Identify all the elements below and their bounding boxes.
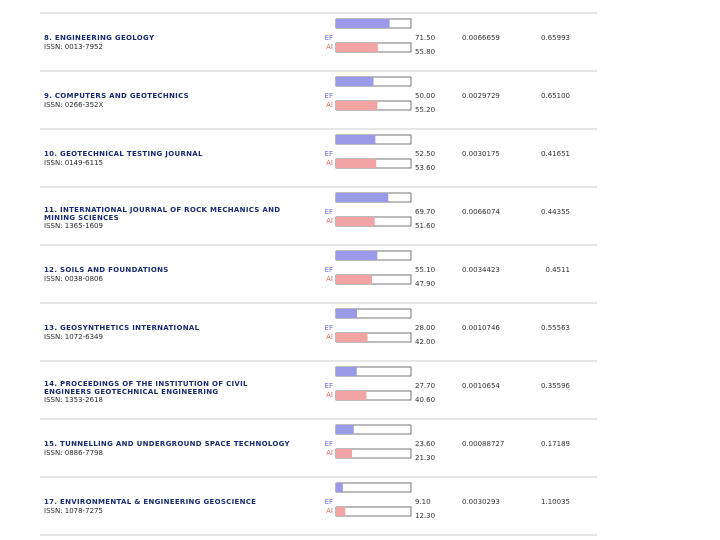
ai-bar — [336, 275, 372, 284]
ef-percentile: 9.10 — [415, 498, 431, 506]
ai-bar — [336, 159, 377, 168]
article-influence-score: 0.55563 — [541, 324, 570, 332]
ai-bar — [336, 449, 352, 458]
journal-title: 17. ENVIRONMENTAL & ENGINEERING GEOSCIEN… — [44, 498, 256, 506]
ef-percentile: 69.70 — [415, 208, 435, 216]
ef-tag: EF — [325, 208, 333, 216]
ai-bar-frame — [335, 506, 412, 517]
ef-percentile: 50.00 — [415, 92, 435, 100]
article-influence-score: 0.65993 — [541, 34, 570, 42]
ef-tag: EF — [325, 498, 333, 506]
eigenfactor-score: 0.0066659 — [462, 34, 500, 42]
eigenfactor-score: 0.0010654 — [462, 382, 500, 390]
ai-percentile: 47.90 — [415, 280, 435, 288]
ef-tag: EF — [325, 440, 333, 448]
ef-percentile: 52.50 — [415, 150, 435, 158]
ef-bar — [336, 77, 374, 86]
ai-percentile: 51.60 — [415, 222, 435, 230]
ai-bar — [336, 217, 375, 226]
ef-bar — [336, 367, 357, 376]
ef-tag: EF — [325, 92, 333, 100]
journal-title: 15. TUNNELLING AND UNDERGROUND SPACE TEC… — [44, 440, 291, 448]
ai-tag: AI — [326, 217, 333, 225]
ai-tag: AI — [326, 507, 333, 515]
article-influence-score: 1.10035 — [541, 498, 570, 506]
ef-bar — [336, 309, 357, 318]
article-influence-score: 0.4511 — [546, 266, 571, 274]
ai-bar — [336, 43, 378, 52]
ai-tag: AI — [326, 275, 333, 283]
ef-bar — [336, 483, 343, 492]
ef-tag: EF — [325, 324, 333, 332]
ef-bar — [336, 135, 376, 144]
journal-issn: ISSN: 0886-7798 — [44, 449, 103, 457]
ef-bar — [336, 19, 390, 28]
ef-percentile: 23.60 — [415, 440, 435, 448]
eigenfactor-score: 0.0010746 — [462, 324, 500, 332]
ai-percentile: 42.00 — [415, 338, 435, 346]
journal-title: 12. SOILS AND FOUNDATIONS — [44, 266, 169, 274]
ef-bar — [336, 193, 389, 202]
article-influence-score: 0.41651 — [541, 150, 570, 158]
ai-percentile: 55.80 — [415, 48, 435, 56]
ef-percentile: 27.70 — [415, 382, 435, 390]
ai-tag: AI — [326, 333, 333, 341]
eigenfactor-score: 0.00088727 — [462, 440, 504, 448]
journal-title: 9. COMPUTERS AND GEOTECHNICS — [44, 92, 189, 100]
journal-issn: ISSN: 0038-0806 — [44, 275, 103, 283]
ai-percentile: 55.20 — [415, 106, 435, 114]
article-influence-score: 0.65100 — [541, 92, 570, 100]
ai-tag: AI — [326, 159, 333, 167]
ef-tag: EF — [325, 266, 333, 274]
ef-percentile: 71.50 — [415, 34, 435, 42]
ai-tag: AI — [326, 101, 333, 109]
article-influence-score: 0.17189 — [541, 440, 570, 448]
journal-title: 13. GEOSYNTHETICS INTERNATIONAL — [44, 324, 200, 332]
journal-title: 14. PROCEEDINGS OF THE INSTITUTION OF CI… — [44, 380, 248, 396]
ai-tag: AI — [326, 43, 333, 51]
journal-issn: ISSN: 1353-2618 — [44, 396, 103, 404]
ef-bar-frame — [335, 482, 412, 493]
journal-title: 10. GEOTECHNICAL TESTING JOURNAL — [44, 150, 203, 158]
ef-bar — [336, 251, 378, 260]
ai-tag: AI — [326, 391, 333, 399]
article-influence-score: 0.35596 — [541, 382, 570, 390]
ai-bar — [336, 507, 346, 516]
ai-bar — [336, 101, 378, 110]
ef-percentile: 55.10 — [415, 266, 435, 274]
ef-tag: EF — [325, 150, 333, 158]
journal-issn: ISSN: 1365-1609 — [44, 222, 103, 230]
ef-percentile: 28.00 — [415, 324, 435, 332]
ef-bar — [336, 425, 354, 434]
journal-title: 8. ENGINEERING GEOLOGY — [44, 34, 155, 42]
journal-issn: ISSN: 0266-352X — [44, 101, 103, 109]
ai-bar — [336, 333, 368, 342]
eigenfactor-score: 0.0030175 — [462, 150, 500, 158]
eigenfactor-score: 0.0030293 — [462, 498, 500, 506]
ai-tag: AI — [326, 449, 333, 457]
journal-issn: ISSN: 1078-7275 — [44, 507, 103, 515]
ai-percentile: 21.30 — [415, 454, 435, 462]
ai-percentile: 12.30 — [415, 512, 435, 520]
ef-tag: EF — [325, 382, 333, 390]
eigenfactor-score: 0.0066074 — [462, 208, 500, 216]
ai-bar — [336, 391, 367, 400]
article-influence-score: 0.44355 — [541, 208, 570, 216]
eigenfactor-score: 0.0029729 — [462, 92, 500, 100]
journal-title: 11. INTERNATIONAL JOURNAL OF ROCK MECHAN… — [44, 206, 280, 222]
ai-percentile: 40.60 — [415, 396, 435, 404]
journal-issn: ISSN: 1072-6349 — [44, 333, 103, 341]
eigenfactor-score: 0.0034423 — [462, 266, 500, 274]
journal-issn: ISSN: 0013-7952 — [44, 43, 103, 51]
ai-percentile: 53.60 — [415, 164, 435, 172]
ef-tag: EF — [325, 34, 333, 42]
journal-issn: ISSN: 0149-6115 — [44, 159, 103, 167]
